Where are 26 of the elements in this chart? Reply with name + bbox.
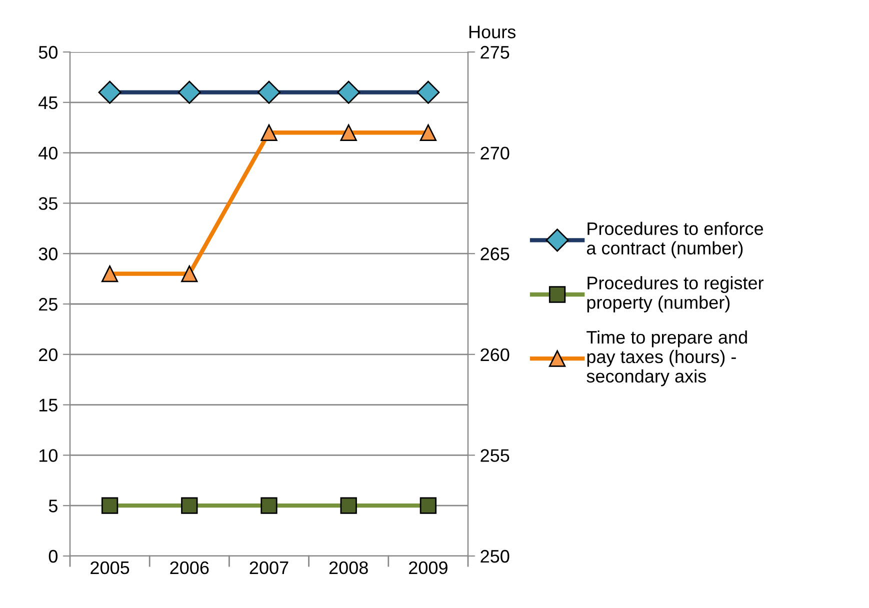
x-tick-label: 2005: [90, 561, 130, 574]
y2-axis-title: Hours: [469, 26, 516, 38]
y2-tick-label: 265: [480, 248, 510, 260]
x-tick-label: 2008: [329, 561, 368, 574]
y2-tick-label: 260: [480, 348, 510, 362]
x-tick-label: 2006: [170, 561, 209, 574]
y-tick-label: 15: [39, 398, 58, 412]
x-tick-label: 2009: [409, 561, 448, 574]
y-tick-label: 0: [48, 550, 58, 563]
y-tick-label: 40: [38, 146, 58, 160]
y-tick-label: 25: [39, 298, 58, 311]
legend-label: Time to prepare and pay taxes (hours) - secondary axis: [586, 330, 747, 386]
y-tick-label: 10: [39, 449, 58, 462]
y2-tick-label: 270: [480, 146, 510, 160]
y-tick-label: 35: [38, 197, 58, 210]
y-tick-label: 45: [38, 96, 58, 110]
legend-label: Procedures to register property (number): [587, 276, 764, 312]
x-tick-label: 2007: [250, 561, 288, 574]
y-tick-label: 20: [39, 348, 58, 362]
y-tick-label: 50: [38, 46, 58, 59]
y2-tick-label: 255: [480, 449, 510, 462]
y-tick-label: 5: [48, 500, 58, 512]
y2-tick-label: 275: [480, 46, 510, 59]
y2-tick-label: 250: [480, 550, 510, 563]
legend-label: Procedures to enforce a contract (number): [586, 222, 764, 258]
y-tick-label: 30: [38, 248, 58, 260]
